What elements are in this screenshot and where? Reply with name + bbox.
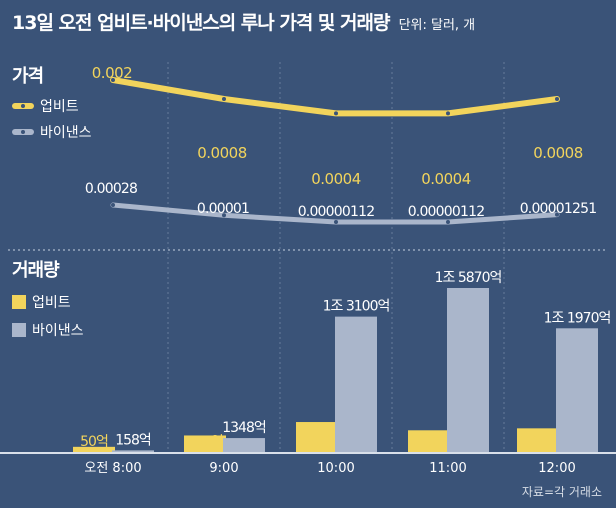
price-legend-upbit: 업비트 bbox=[12, 96, 79, 116]
upbit-price-line bbox=[110, 77, 560, 117]
binance-volume-bar bbox=[112, 450, 154, 452]
upbit-price-point bbox=[334, 111, 338, 116]
volume-legend-binance: 바이낸스 bbox=[12, 320, 84, 340]
volume-legend-upbit-label: 업비트 bbox=[32, 295, 71, 311]
upbit-volume-bar bbox=[73, 446, 115, 452]
upbit-line-swatch bbox=[12, 103, 34, 109]
price-legend-upbit-label: 업비트 bbox=[40, 99, 79, 115]
binance-price-point bbox=[555, 212, 559, 217]
upbit-price-point bbox=[222, 97, 226, 101]
binance-volume-bar bbox=[556, 328, 598, 452]
upbit-price-label: 0.0008 bbox=[197, 144, 247, 162]
upbit-volume-label: 50억 bbox=[80, 434, 108, 450]
binance-line-swatch bbox=[12, 129, 34, 135]
binance-volume-bar bbox=[447, 288, 489, 452]
upbit-volume-label: 290억 bbox=[299, 434, 335, 450]
binance-volume-label: 1조 3100억 bbox=[323, 299, 390, 315]
x-tick-label: 9:00 bbox=[209, 461, 238, 476]
upbit-volume-bar bbox=[517, 428, 559, 452]
upbit-box-swatch bbox=[12, 295, 26, 309]
x-tick-label: 12:00 bbox=[538, 461, 575, 476]
binance-price-label: 0.00000112 bbox=[298, 204, 375, 220]
upbit-price-point bbox=[555, 97, 559, 101]
binance-volume-label: 158억 bbox=[115, 432, 151, 448]
chart-title: 13일 오전 업비트·바이낸스의 루나 가격 및 거래량 bbox=[12, 12, 390, 34]
source-note: 자료=각 거래소 bbox=[521, 485, 602, 499]
binance-volume-label: 1348억 bbox=[222, 420, 266, 436]
upbit-volume-bar bbox=[408, 430, 450, 452]
upbit-price-label: 0.002 bbox=[92, 64, 132, 82]
binance-volume-label: 1조 1970억 bbox=[544, 310, 611, 326]
upbit-volume-label: 229억 bbox=[520, 434, 556, 450]
chart-title-bar: 13일 오전 업비트·바이낸스의 루나 가격 및 거래량 단위: 달러, 개 bbox=[12, 8, 475, 35]
binance-price-label: 0.00028 bbox=[85, 181, 137, 197]
upbit-volume-label: 160억 bbox=[187, 434, 223, 450]
volume-legend-binance-label: 바이낸스 bbox=[32, 323, 84, 339]
volume-section-title: 거래량 bbox=[12, 260, 60, 281]
x-tick-label: 11:00 bbox=[429, 461, 466, 476]
upbit-volume-bar bbox=[184, 435, 226, 452]
binance-price-label: 0.00001 bbox=[197, 201, 249, 217]
upbit-price-label: 0.0004 bbox=[421, 170, 471, 188]
price-section-title: 가격 bbox=[12, 66, 44, 87]
upbit-price-point bbox=[446, 111, 450, 116]
upbit-volume-bar bbox=[296, 422, 338, 452]
x-tick-label: 10:00 bbox=[317, 461, 354, 476]
x-tick-label: 오전 8:00 bbox=[84, 461, 141, 476]
unit-note: 단위: 달러, 개 bbox=[398, 18, 476, 33]
binance-volume-label: 1조 5870억 bbox=[435, 270, 502, 286]
upbit-price-label: 0.0004 bbox=[311, 170, 361, 188]
binance-box-swatch bbox=[12, 323, 26, 337]
upbit-volume-label: 210억 bbox=[411, 434, 447, 450]
binance-price-point bbox=[446, 220, 450, 224]
binance-price-label: 0.00001251 bbox=[520, 201, 597, 217]
volume-legend-upbit: 업비트 bbox=[12, 292, 71, 312]
price-legend-binance: 바이낸스 bbox=[12, 122, 92, 142]
binance-volume-bar bbox=[335, 316, 377, 452]
upbit-price-point bbox=[111, 78, 115, 82]
binance-price-point bbox=[334, 220, 338, 224]
upbit-price-label: 0.0008 bbox=[533, 144, 583, 162]
price-legend-binance-label: 바이낸스 bbox=[40, 125, 92, 141]
binance-price-label: 0.00000112 bbox=[408, 204, 485, 220]
binance-volume-bar bbox=[223, 438, 265, 452]
binance-price-point bbox=[111, 203, 115, 207]
binance-price-point bbox=[222, 213, 226, 218]
